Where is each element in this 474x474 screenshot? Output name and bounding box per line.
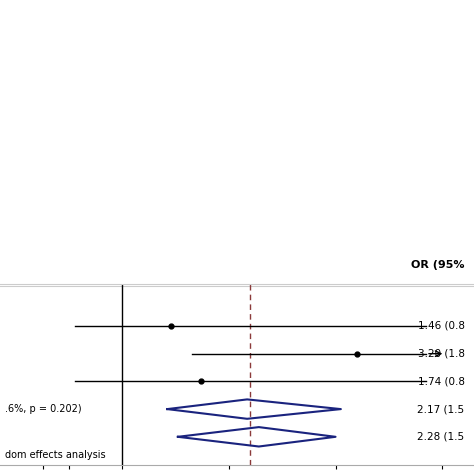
Text: dom effects analysis: dom effects analysis xyxy=(5,450,106,460)
Text: 3.20 (1.8: 3.20 (1.8 xyxy=(418,349,465,359)
Text: 2.28 (1.5: 2.28 (1.5 xyxy=(418,432,465,442)
Text: .6%, p = 0.202): .6%, p = 0.202) xyxy=(5,404,82,414)
Text: 2.17 (1.5: 2.17 (1.5 xyxy=(418,404,465,414)
Text: 1.74 (0.8: 1.74 (0.8 xyxy=(418,376,465,386)
Text: 1.46 (0.8: 1.46 (0.8 xyxy=(418,321,465,331)
Text: OR (95%: OR (95% xyxy=(411,260,465,271)
